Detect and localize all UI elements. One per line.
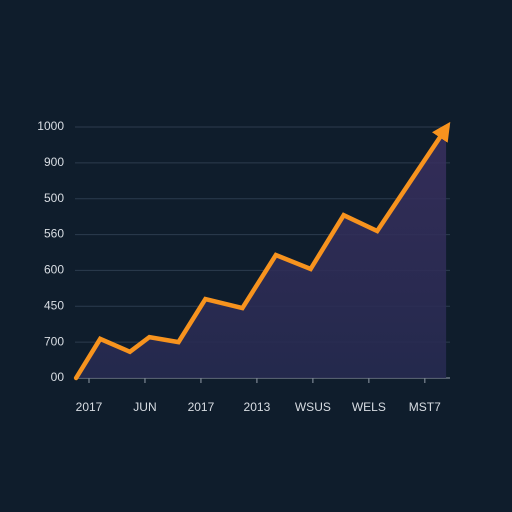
x-tick-label: WELS	[352, 400, 386, 414]
y-tick-label: 450	[44, 298, 64, 312]
y-tick-label: 1000	[37, 119, 64, 133]
y-tick-label: 560	[44, 227, 64, 241]
x-tick-label: 2017	[76, 400, 103, 414]
x-tick-label: WSUS	[295, 400, 331, 414]
x-tick-label: 2013	[244, 400, 271, 414]
y-tick-label: 00	[51, 370, 65, 384]
y-tick-label: 900	[44, 155, 64, 169]
y-tick-label: 500	[44, 191, 64, 205]
x-tick-label: JUN	[133, 400, 156, 414]
area	[76, 128, 447, 378]
line	[73, 121, 451, 381]
y-tick-label: 600	[44, 263, 64, 277]
y-tick-label: 700	[44, 334, 64, 348]
x-tick-label: MST7	[409, 400, 441, 414]
x-tick-label: 2017	[188, 400, 215, 414]
